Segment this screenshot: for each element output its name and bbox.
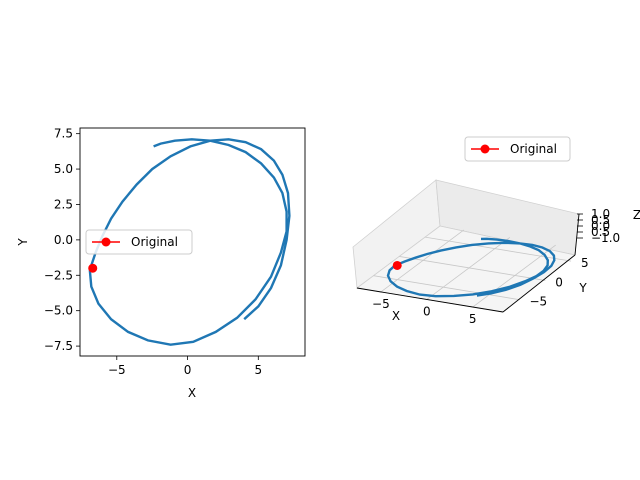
y-tick-label-3d: 0: [555, 275, 563, 289]
x-tick-label-3d: 0: [423, 304, 431, 318]
tick-group-2d: −5 0 5 −7.5 −5.0 −2.5 0.0 2.5 5.0 7.5: [44, 127, 262, 377]
grid-line-x-3d: [426, 237, 511, 300]
y-tick-label-2d: 2.5: [54, 197, 73, 211]
z-tick-label-3d: 1.0: [591, 207, 610, 221]
legend-box-3d: [464, 136, 571, 162]
y-axis-line-3d: [502, 254, 576, 313]
grid-line-y-3d: [399, 256, 546, 281]
tick-group-3d: −505−505−1.00.50.00.51.0: [372, 207, 620, 326]
spiral-line-3d: [386, 237, 556, 298]
legend-marker-original-3d: [480, 144, 490, 154]
x-tick-label-2d: −5: [108, 363, 126, 377]
x-tick-label-3d: 5: [469, 312, 477, 326]
legend-label-original-2d: Original: [131, 235, 178, 249]
y-axis-label-3d: Y: [578, 281, 587, 295]
legend-label-original-3d: Original: [510, 142, 557, 156]
y-tick-label-2d: 5.0: [54, 162, 73, 176]
y-tick-label-2d: 0.0: [54, 233, 73, 247]
y-axis-label-2d: Y: [16, 238, 30, 247]
legend-box-2d: [85, 229, 193, 255]
original-point-2d: [88, 263, 98, 273]
z-tick-label-3d: 0.0: [591, 219, 610, 233]
spiral-line-2d: [88, 138, 291, 346]
y-tick-label-2d: −7.5: [44, 339, 73, 353]
x-axis-label-2d: X: [188, 386, 196, 400]
y-tick-label-2d: −2.5: [44, 268, 73, 282]
x-axis-line-3d: [356, 287, 504, 313]
z-tick-label-3d: −1.0: [591, 231, 620, 245]
chart-3d: −505−505−1.00.50.00.51.0 X Y Z Original: [352, 136, 640, 326]
grid-line-y-3d: [373, 275, 520, 301]
z-axis-label-3d: Z: [633, 208, 640, 222]
x-tick-label-2d: 5: [254, 363, 262, 377]
grid-line-x-3d: [380, 229, 465, 293]
y-tick-label-2d: 7.5: [54, 127, 73, 141]
original-point-3d: [392, 260, 402, 270]
grid-line-x-3d: [472, 244, 556, 308]
y-tick-label-3d: −5: [529, 295, 547, 309]
z-axis-line-3d: [574, 213, 580, 256]
y-tick-label-2d: −5.0: [44, 304, 73, 318]
y-tick-label-3d: 5: [581, 256, 589, 270]
x-tick-label-2d: 0: [184, 363, 192, 377]
z-tick-label-3d: 0.5: [591, 225, 610, 239]
legend-3d: Original: [464, 136, 571, 162]
z-tick-label-3d: 0.5: [591, 213, 610, 227]
legend-marker-original-2d: [101, 237, 111, 247]
chart-2d: −5 0 5 −7.5 −5.0 −2.5 0.0 2.5 5.0 7.5 X Y Origina…: [16, 127, 306, 400]
legend-2d: Original: [85, 229, 193, 255]
x-axis-label-3d: X: [392, 309, 400, 323]
x-tick-label-3d: −5: [372, 297, 390, 311]
